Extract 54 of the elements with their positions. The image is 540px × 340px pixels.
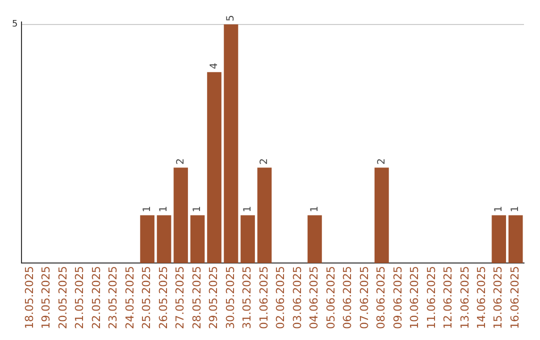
bar [224,24,238,264]
data-label: 1 [510,206,522,212]
bar [492,215,506,264]
x-tick-label: 28.05.2025 [190,266,204,330]
data-label: 1 [158,206,170,212]
x-tick-label: 10.06.2025 [408,266,422,330]
x-tick-label: 07.06.2025 [358,266,371,330]
bar [240,215,255,264]
bar [508,215,523,264]
data-label: 1 [309,206,320,212]
x-tick-label: 13.06.2025 [458,266,472,330]
x-tick-label: 21.05.2025 [73,266,86,330]
x-tick-label: 31.05.2025 [240,266,254,330]
x-tick-label: 20.05.2025 [56,266,70,330]
bar [174,168,188,264]
x-tick-label: 05.06.2025 [324,266,338,330]
x-tick-label: 08.06.2025 [374,266,388,330]
data-label: 2 [259,158,270,165]
data-label: 2 [175,158,186,165]
bar [257,168,272,264]
x-tick-label: 27.05.2025 [174,266,187,330]
x-tick-label: 26.05.2025 [156,266,170,330]
x-tick-label: 15.06.2025 [492,266,505,330]
x-tick-label: 24.05.2025 [123,266,136,330]
x-tick-label: 11.06.2025 [424,266,438,330]
x-tick-label: 23.05.2025 [106,266,120,330]
x-tick-label: 22.05.2025 [90,266,103,330]
data-label: 4 [208,62,220,70]
data-label: 2 [376,158,388,165]
data-label: 1 [192,206,204,212]
data-label: 5 [226,15,237,22]
x-tick-label: 14.06.2025 [475,266,488,330]
x-tick-label: 25.05.2025 [140,266,154,330]
x-tick-label: 12.06.2025 [442,266,455,330]
x-tick-label: 01.06.2025 [257,266,270,330]
x-tick-label: 16.06.2025 [508,266,522,330]
x-tick-label: 29.05.2025 [207,266,220,330]
bar [140,215,154,264]
x-tick-label: 02.06.2025 [274,266,288,330]
bar [156,215,172,264]
data-label: 1 [242,206,254,212]
bar [190,215,205,264]
bar [207,72,222,264]
data-label: 1 [142,206,153,212]
x-tick-label: 19.05.2025 [40,266,53,330]
bar [374,168,389,264]
x-tick-label: 04.06.2025 [308,266,321,330]
bar [308,215,322,264]
x-tick-label: 30.05.2025 [224,266,237,330]
x-tick-label: 18.05.2025 [22,266,36,330]
x-tick-label: 06.06.2025 [341,266,354,330]
x-tick-label: 09.06.2025 [391,266,404,330]
data-label: 1 [493,206,504,212]
x-tick-label: 03.06.2025 [290,266,304,330]
